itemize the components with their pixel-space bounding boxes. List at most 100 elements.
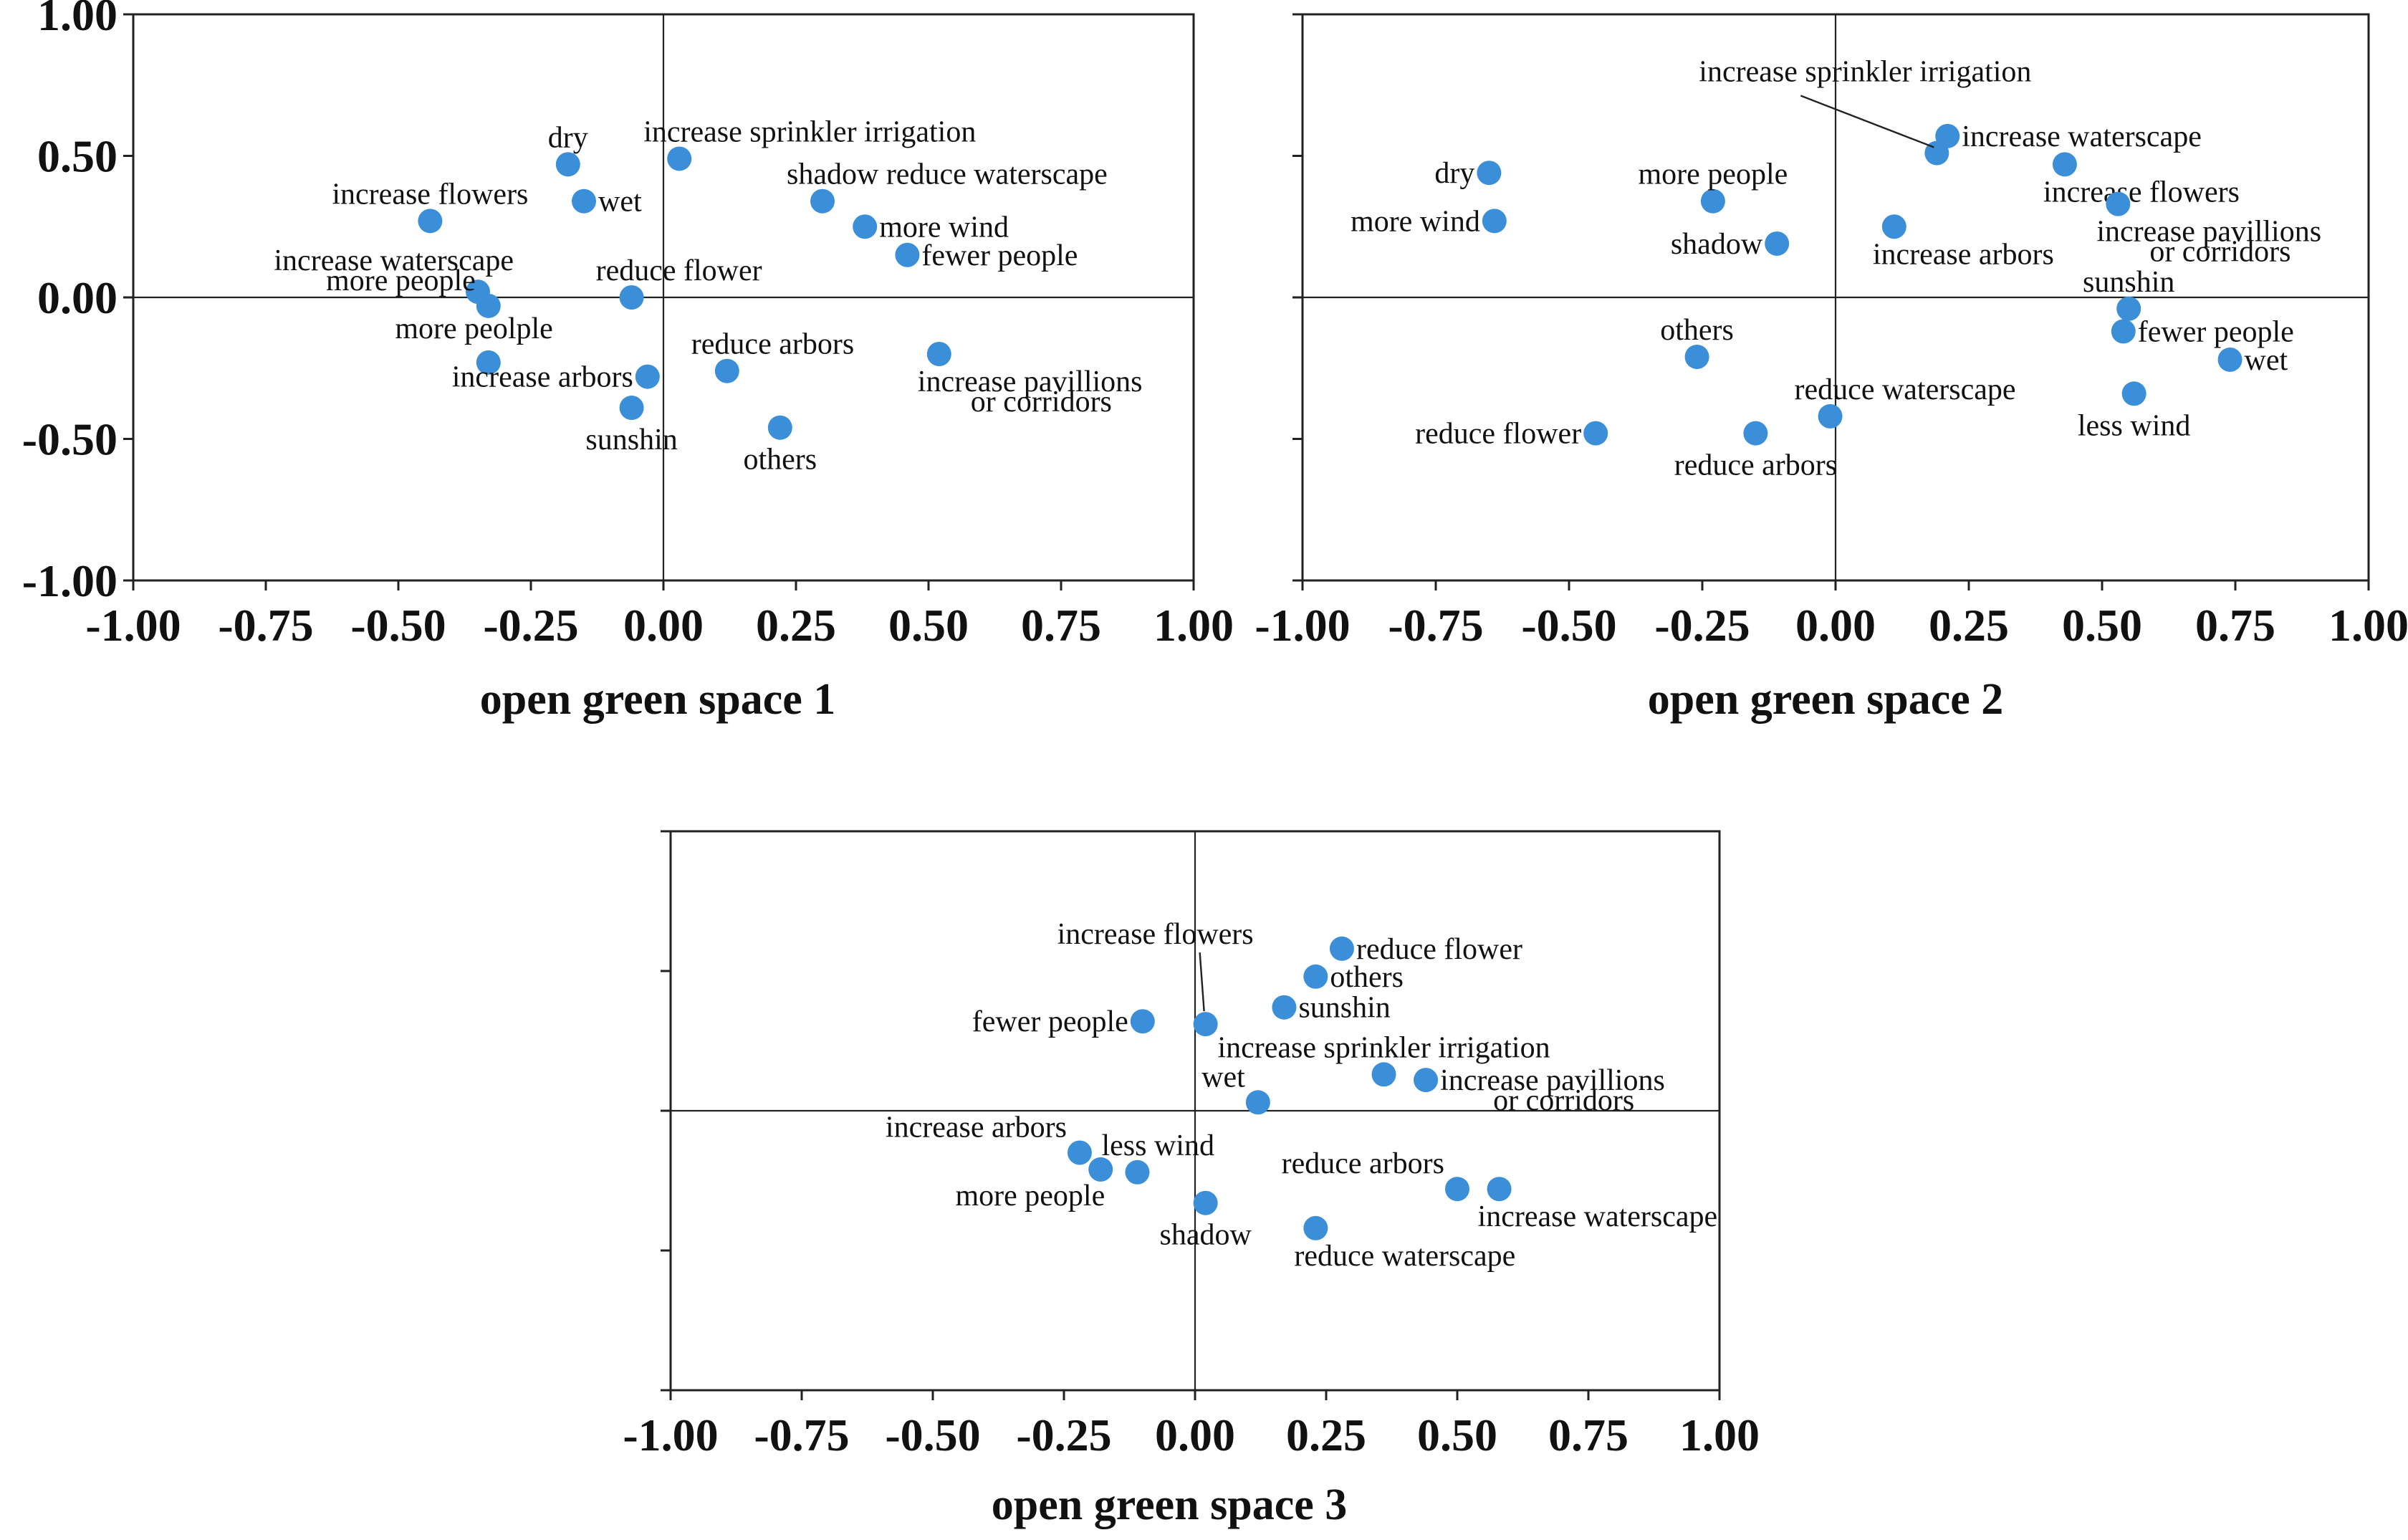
point-label: reduce waterscape (1795, 373, 2016, 406)
point-label: others (1660, 314, 1734, 347)
point-label: less wind (2078, 409, 2191, 442)
point-label: increase pavillions (918, 365, 1143, 398)
label-leader-line (1199, 952, 1205, 1012)
point-label: increase waterscape (274, 244, 514, 277)
x-tick-label: -1.00 (85, 600, 181, 651)
point-label: reduce arbors (1282, 1147, 1444, 1180)
x-tick-label: 0.00 (1795, 600, 1876, 651)
point-label: reduce flower (596, 254, 762, 287)
scatter-point (1130, 1009, 1155, 1034)
x-tick-label: -1.00 (623, 1410, 718, 1460)
x-tick-label: -0.75 (218, 600, 313, 651)
chart-panel-open-green-space-1: open green space 1 -1.00 -0.75 -0.50 -0.25 0… (22, 0, 1234, 724)
point-label: increase arbors (1873, 238, 2054, 271)
scatter-point (1303, 1215, 1328, 1240)
scatter-point (476, 293, 501, 318)
point-label: more wind (1351, 205, 1480, 238)
x-tick-label: -0.75 (1388, 600, 1483, 651)
point-label: dry (1434, 157, 1474, 190)
scatter-point (2116, 296, 2141, 321)
point-label: fewer people (2138, 315, 2294, 348)
point-label: more people (1639, 158, 1788, 191)
scatter-point (1487, 1177, 1512, 1202)
x-axis-title: open green space 3 (992, 1481, 1348, 1529)
scatter-point (1272, 995, 1297, 1020)
point-label-line2: or corridors (2149, 236, 2291, 269)
chart-panel-open-green-space-3: open green space 3 -1.00 -0.75 -0.50 -0.25 0… (623, 830, 1760, 1529)
scatter-point (1935, 123, 1960, 148)
point-label: wet (598, 186, 642, 219)
scatter-point (1067, 1140, 1092, 1165)
point-label: increase sprinkler irrigation (643, 115, 976, 148)
point-label: increase sprinkler irrigation (1217, 1031, 1550, 1064)
x-axis-title: open green space 1 (480, 675, 836, 724)
scatter-point (1125, 1159, 1150, 1185)
point-label: increase arbors (886, 1111, 1067, 1144)
point-label: more wind (879, 211, 1009, 244)
scatter-point (1743, 421, 1768, 446)
scatter-point (2052, 152, 2077, 177)
x-tick-label: 0.50 (2062, 600, 2142, 651)
scatter-point (1303, 964, 1328, 989)
scatter-point (1193, 1190, 1218, 1215)
point-label: increase pavillions (1440, 1064, 1665, 1097)
x-tick-label: 0.75 (1548, 1410, 1628, 1460)
point-label: others (1330, 961, 1404, 994)
point-label: reduce arbors (691, 328, 854, 361)
scatter-point (476, 350, 501, 375)
point-label: reduce flower (1356, 933, 1522, 966)
scatter-point (635, 364, 660, 389)
y-tick-label: 0.00 (37, 272, 117, 323)
x-tick-label: -1.00 (1255, 600, 1350, 651)
point-label: increase pavillions (2096, 216, 2321, 249)
x-tick-label: 1.00 (2328, 600, 2408, 651)
x-tick-label: 0.75 (2195, 600, 2275, 651)
point-label: wet (2245, 344, 2288, 377)
scatter-point (714, 358, 739, 383)
scatter-point (2121, 381, 2146, 406)
scatter-point (853, 214, 878, 239)
scatter-point (1477, 161, 1502, 186)
point-label: dry (548, 121, 588, 154)
point-label: increase arbors (452, 361, 633, 394)
x-tick-label: -0.25 (1016, 1410, 1111, 1460)
point-label: increase flowers (332, 178, 528, 211)
x-tick-label: -0.50 (1521, 600, 1616, 651)
scatter-point (1088, 1157, 1113, 1182)
point-label: sunshin (1298, 992, 1390, 1025)
x-tick-label: -0.25 (1654, 600, 1750, 651)
point-label-line2: or corridors (1493, 1084, 1634, 1117)
point-label: reduce flower (1415, 418, 1581, 451)
scatter-point (926, 342, 951, 366)
scatter-point (1193, 1012, 1218, 1037)
scatter-point (1765, 231, 1790, 256)
x-axis-title: open green space 2 (1648, 675, 2004, 724)
scatter-point (1881, 214, 1906, 239)
scatter-point (572, 188, 596, 214)
point-label: fewer people (921, 239, 1078, 272)
scatter-point (1245, 1090, 1270, 1115)
point-label: reduce arbors (1674, 449, 1837, 482)
chart-panel-open-green-space-2: open green space 2 -1.00 -0.75 -0.50 -0.25 0… (1255, 13, 2408, 724)
x-tick-label: -0.25 (483, 600, 578, 651)
point-label: sunshin (2083, 266, 2174, 299)
scatter-point (2111, 319, 2136, 344)
x-tick-label: 0.25 (756, 600, 836, 651)
x-tick-label: 0.50 (888, 600, 969, 651)
y-tick-label: 0.50 (37, 131, 117, 182)
point-label: sunshin (585, 424, 677, 456)
y-tick-label: -0.50 (22, 414, 117, 465)
scatter-point (1700, 188, 1725, 214)
x-tick-label: 1.00 (1153, 600, 1234, 651)
point-label: wet (1201, 1061, 1245, 1094)
scatter-point (895, 242, 920, 267)
label-leader-line (1800, 95, 1934, 148)
scatter-point (1371, 1062, 1396, 1087)
x-tick-label: 0.25 (1286, 1410, 1366, 1460)
point-label: increase flowers (2043, 176, 2240, 209)
y-tick-label: -1.00 (22, 555, 117, 606)
scatter-point (810, 188, 835, 214)
scatter-point (619, 285, 644, 310)
scatter-point (667, 146, 692, 171)
